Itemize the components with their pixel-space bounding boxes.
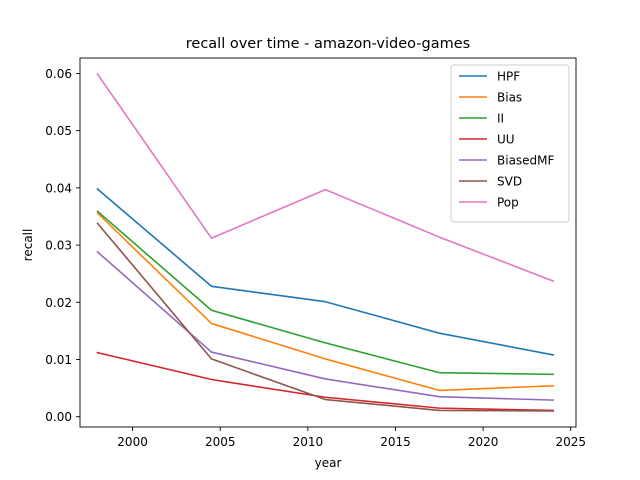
legend-label-ii: II [497, 112, 504, 126]
y-tick-label: 0.00 [45, 410, 72, 424]
y-tick-label: 0.01 [45, 353, 72, 367]
series-line-hpf [96, 187, 555, 356]
x-axis-ticks: 2000 2005 2010 2015 2020 2025 [117, 427, 586, 449]
legend-label-bias: Bias [497, 91, 522, 105]
series-line-ii [96, 210, 555, 376]
series-line-pop [96, 72, 555, 283]
legend: HPF Bias II UU BiasedMF SVD Pop [450, 64, 570, 223]
legend-label-biasedmf: BiasedMF [497, 154, 555, 168]
y-axis-label: recall [21, 229, 35, 262]
y-tick-label: 0.02 [45, 296, 72, 310]
legend-box [450, 64, 570, 223]
series-line-uu [96, 351, 555, 412]
series-line-bias [96, 211, 555, 392]
y-tick-label: 0.03 [45, 239, 72, 253]
legend-label-pop: Pop [497, 196, 519, 210]
series-lines [96, 72, 555, 412]
legend-label-svd: SVD [497, 175, 522, 189]
x-axis-label: year [315, 456, 342, 470]
x-tick-label: 2025 [555, 435, 586, 449]
legend-label-uu: UU [497, 133, 515, 147]
x-tick-label: 2015 [380, 435, 411, 449]
chart-title: recall over time - amazon-video-games [186, 36, 470, 52]
legend-label-hpf: HPF [497, 70, 520, 84]
plot-area [79, 57, 577, 428]
x-tick-label: 2000 [117, 435, 148, 449]
series-line-biasedmf [96, 250, 555, 401]
axes-frame [79, 57, 577, 428]
x-tick-label: 2005 [205, 435, 236, 449]
y-axis-ticks: 0.00 0.01 0.02 0.03 0.04 0.05 0.06 [45, 67, 80, 424]
x-tick-label: 2020 [468, 435, 499, 449]
y-tick-label: 0.04 [45, 181, 72, 195]
series-line-svd [96, 222, 555, 412]
y-tick-label: 0.06 [45, 67, 72, 81]
y-tick-label: 0.05 [45, 124, 72, 138]
x-tick-label: 2010 [293, 435, 324, 449]
